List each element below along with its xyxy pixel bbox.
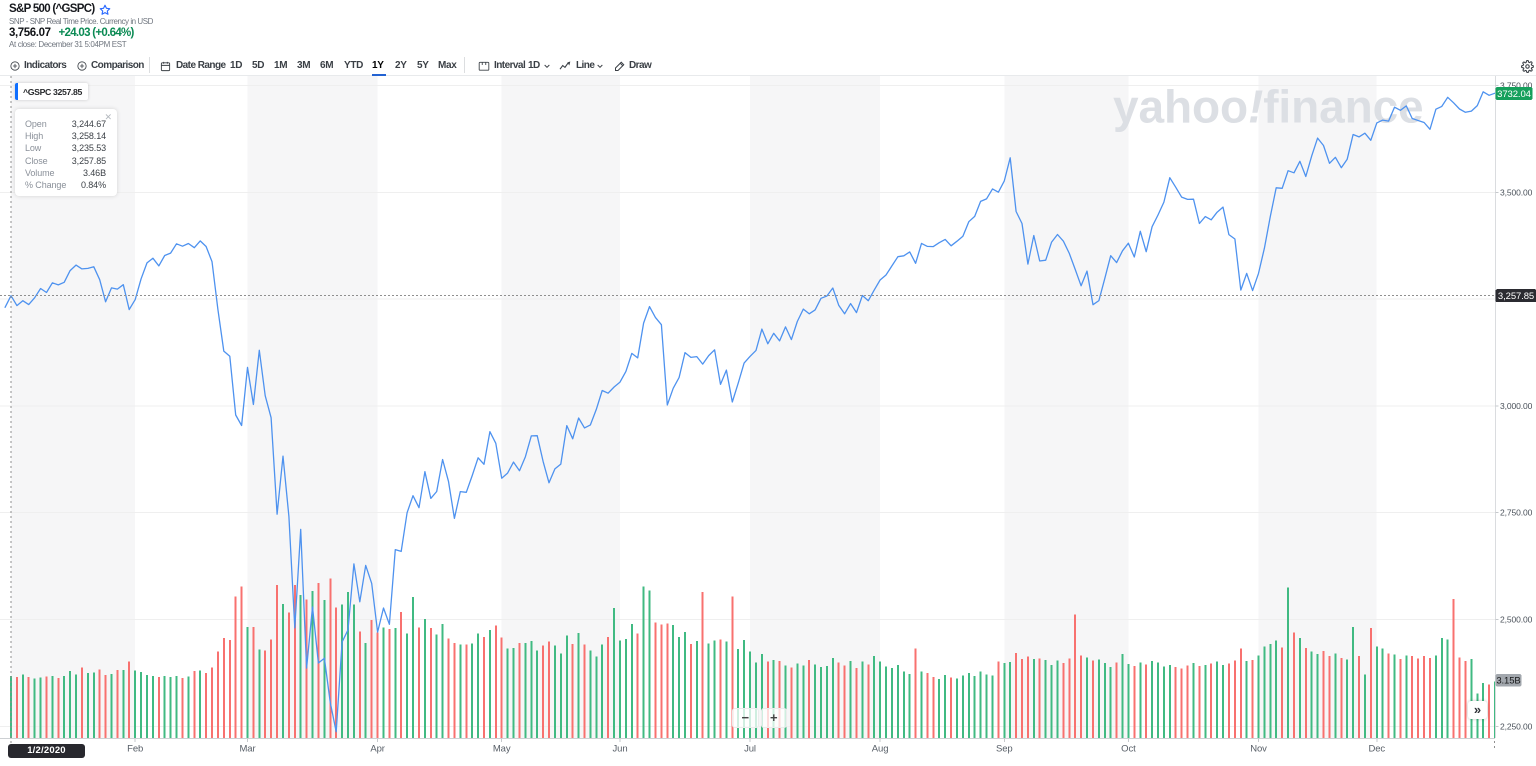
svg-text:Oct: Oct bbox=[1121, 744, 1136, 755]
svg-text:2,250.00: 2,250.00 bbox=[1500, 721, 1533, 731]
svg-text:2,500.00: 2,500.00 bbox=[1500, 615, 1533, 625]
svg-text:Aug: Aug bbox=[872, 744, 889, 755]
svg-text:3732.04: 3732.04 bbox=[1497, 89, 1531, 100]
svg-text:Sep: Sep bbox=[996, 744, 1013, 755]
svg-text:2,750.00: 2,750.00 bbox=[1500, 508, 1533, 518]
svg-text:Feb: Feb bbox=[127, 744, 143, 755]
svg-text:3,500.00: 3,500.00 bbox=[1500, 187, 1533, 197]
svg-text:Dec: Dec bbox=[1368, 744, 1385, 755]
svg-text:3,000.00: 3,000.00 bbox=[1500, 401, 1533, 411]
svg-text:Nov: Nov bbox=[1250, 744, 1267, 755]
svg-text:May: May bbox=[493, 744, 511, 755]
svg-text:3.15B: 3.15B bbox=[1496, 676, 1520, 687]
svg-text:3,750.00: 3,750.00 bbox=[1500, 81, 1533, 91]
svg-text:Jun: Jun bbox=[612, 744, 627, 755]
svg-text:3,257.85: 3,257.85 bbox=[1498, 291, 1534, 302]
svg-text:Jul: Jul bbox=[744, 744, 756, 755]
svg-text:Mar: Mar bbox=[239, 744, 255, 755]
svg-text:Apr: Apr bbox=[370, 744, 384, 755]
svg-text:yahoo!finance: yahoo!finance bbox=[1113, 81, 1424, 133]
